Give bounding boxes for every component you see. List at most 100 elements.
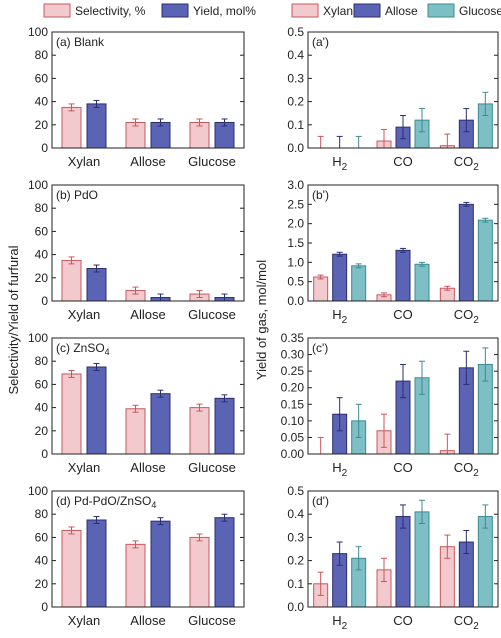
bar [214, 517, 235, 608]
x-tick-label: Glucose [188, 154, 236, 169]
y-tick-label: 60 [35, 224, 49, 238]
panel-label: (d') [312, 494, 329, 508]
bar [189, 536, 210, 608]
x-tick-label: Allose [130, 460, 165, 475]
bar [458, 203, 474, 302]
y-tick-label: 2.0 [287, 217, 304, 231]
plot-frame [307, 31, 499, 149]
y-tick-label: 0.25 [281, 364, 305, 378]
x-tick-label: Allose [130, 307, 165, 322]
x-tick-label: Xylan [68, 613, 101, 628]
bar [214, 397, 235, 455]
y-tick-label: 40 [35, 554, 49, 568]
y-tick-label: 0.00 [281, 447, 305, 461]
x-tick-label: CO [393, 613, 413, 628]
y-tick-label: 60 [35, 377, 49, 391]
legend-label: Selectivity, % [75, 4, 146, 18]
legend-swatch [353, 3, 381, 18]
bar [86, 519, 107, 608]
x-tick-label: CO [393, 307, 413, 322]
chart-panel: 0.0 0.5 1.0 1.5 2.0 2.5 3.0 (b') H2 CO CO2 [287, 178, 499, 326]
plot-frame [307, 490, 499, 608]
panel-label: (a') [312, 35, 329, 49]
y-tick-label: 2.5 [287, 197, 304, 211]
y-tick-label: 0.5 [287, 275, 304, 289]
chart-panel: 0 20 40 60 80 100 (a) Blank Xylan Allose Glucose [28, 25, 245, 169]
panel-label: (c') [312, 341, 328, 355]
y-tick-label: 100 [28, 484, 48, 498]
x-tick-label: Glucose [188, 460, 236, 475]
x-tick-label: CO2 [454, 154, 480, 173]
bar [125, 543, 146, 608]
legend-swatch [427, 3, 455, 18]
legend-swatch [291, 3, 319, 18]
y-tick-label: 1.5 [287, 236, 304, 250]
y-tick-label: 0.5 [287, 484, 304, 498]
y-tick-label: 0.0 [287, 600, 304, 614]
x-tick-label: CO2 [454, 460, 480, 479]
y-tick-label: 40 [35, 95, 49, 109]
y-tick-label: 0.15 [281, 397, 305, 411]
y-tick-label: 20 [35, 118, 49, 132]
x-tick-label: H2 [332, 307, 347, 326]
x-tick-label: CO [393, 460, 413, 475]
bar [414, 511, 430, 608]
y-tick-label: 0.05 [281, 430, 305, 444]
bar [395, 516, 411, 608]
legend-swatch [43, 3, 71, 18]
y-tick-label: 0.3 [287, 530, 304, 544]
bar [86, 268, 107, 302]
x-tick-label: H2 [332, 154, 347, 173]
bar [332, 253, 348, 302]
legend-right: Xylan Allose Glucose [291, 3, 501, 18]
y-tick-label: 0 [41, 294, 48, 308]
plot-frame [307, 184, 499, 302]
y-tick-label: 0.20 [281, 381, 305, 395]
bar [61, 106, 82, 149]
y-tick-label: 80 [35, 507, 49, 521]
bar [61, 259, 82, 302]
bar [189, 407, 210, 455]
legend-swatch [161, 3, 189, 18]
plot-frame [307, 337, 499, 455]
bar [395, 249, 411, 302]
y-tick-label: 0.2 [287, 554, 304, 568]
panels: 0 20 40 60 80 100 (a) Blank Xylan Allose Glucose 0… [28, 25, 499, 632]
x-tick-label: CO [393, 154, 413, 169]
x-tick-label: CO2 [454, 307, 480, 326]
panel-label: (c) ZnSO4 [56, 341, 110, 357]
chart-panel: 0.00 0.05 0.10 0.15 0.20 0.25 0.30 0.35 (c') H2 CO… [281, 331, 499, 479]
bar [313, 276, 329, 302]
plot-frame [51, 31, 245, 149]
x-tick-label: Allose [130, 613, 165, 628]
x-tick-label: Xylan [68, 460, 101, 475]
y-tick-label: 0.10 [281, 414, 305, 428]
y-tick-label: 0.35 [281, 331, 305, 345]
legend-label: Allose [385, 4, 418, 18]
bar [351, 265, 367, 302]
panel-label: (b') [312, 188, 329, 202]
y-tick-label: 0.4 [287, 48, 304, 62]
y-tick-label: 80 [35, 201, 49, 215]
chart-panel: 0.0 0.1 0.2 0.3 0.4 0.5 (a') H2 CO CO2 [287, 25, 499, 173]
legend-label: Glucose [459, 4, 501, 18]
y-tick-label: 0.30 [281, 348, 305, 362]
panel-label: (a) Blank [56, 35, 105, 49]
y-tick-label: 0.1 [287, 577, 304, 591]
y-tick-label: 0.0 [287, 294, 304, 308]
y-tick-label: 60 [35, 71, 49, 85]
y-tick-label: 20 [35, 271, 49, 285]
y-tick-label: 40 [35, 248, 49, 262]
chart-panel: 0 20 40 60 80 100 (d) Pd-PdO/ZnSO4 Xylan Allose G… [28, 484, 245, 628]
y-tick-label: 80 [35, 48, 49, 62]
bar [477, 219, 493, 302]
y-tick-label: 0.4 [287, 507, 304, 521]
y-tick-label: 100 [28, 331, 48, 345]
chart-panel: 0.0 0.1 0.2 0.3 0.4 0.5 (d') H2 CO CO2 [287, 484, 499, 632]
bar [86, 366, 107, 455]
y-tick-label: 20 [35, 424, 49, 438]
x-tick-label: Glucose [188, 613, 236, 628]
panel-label: (b) PdO [56, 188, 98, 202]
y-tick-label: 3.0 [287, 178, 304, 192]
y-tick-label: 0.2 [287, 95, 304, 109]
